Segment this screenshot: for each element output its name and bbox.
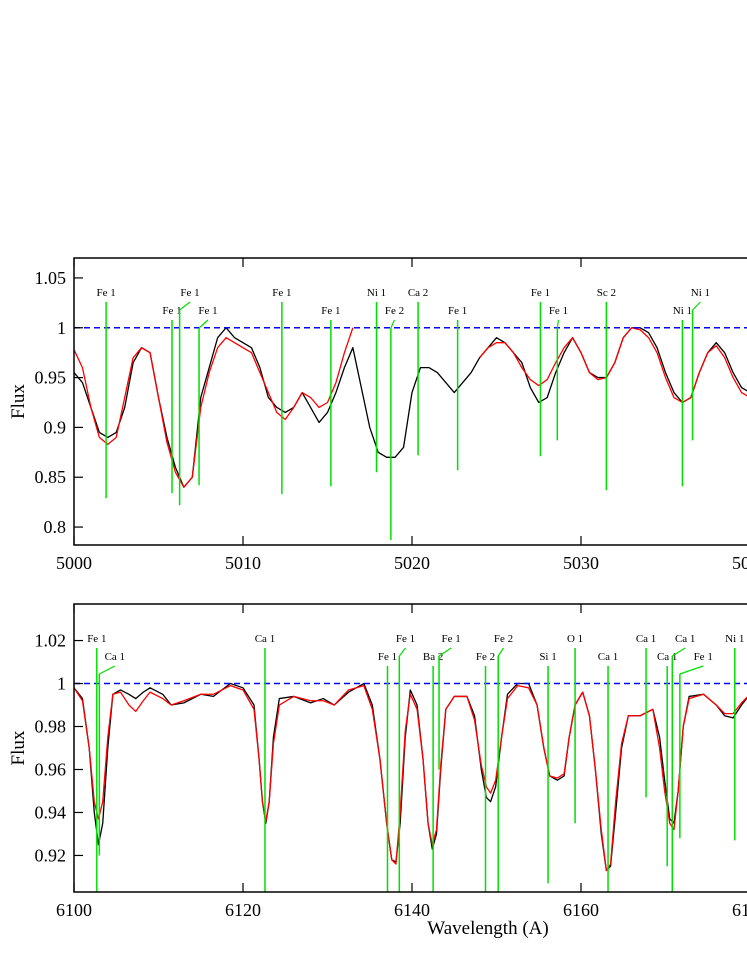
line-label: Fe 1	[448, 305, 467, 317]
line-connector	[692, 301, 701, 311]
line-connector	[679, 665, 704, 675]
x-tick-label: 5030	[563, 553, 599, 573]
line-label: Fe 1	[378, 651, 397, 663]
x-tick-label: 5040	[732, 553, 747, 573]
y-tick-label: 0.98	[35, 717, 67, 737]
line-label: Fe 1	[87, 633, 106, 645]
line-label: Fe 1	[96, 287, 115, 299]
plot-area	[74, 682, 747, 872]
y-tick-label: 0.94	[35, 802, 67, 822]
x-tick-label: 6100	[56, 900, 92, 920]
line-label: Fe 1	[321, 305, 340, 317]
spectrum-line	[74, 327, 747, 488]
line-label: Ca 1	[636, 633, 656, 645]
x-tick-label: 6120	[225, 900, 261, 920]
line-label: Fe 2	[385, 305, 404, 317]
line-label: Fe 1	[549, 305, 568, 317]
y-tick-label: 0.96	[35, 759, 67, 779]
y-tick-label: 0.92	[35, 845, 67, 865]
line-connector	[390, 319, 396, 329]
line-label: Fe 1	[162, 305, 181, 317]
x-axis-label: Wavelength (A)	[427, 918, 548, 939]
line-connector	[398, 647, 406, 657]
line-label: Ca 1	[255, 633, 275, 645]
line-connector	[99, 665, 116, 675]
y-tick-label: 0.8	[44, 517, 67, 537]
line-label: Fe 1	[396, 633, 415, 645]
y-tick-label: 0.95	[35, 368, 67, 388]
line-label: Fe 1	[180, 287, 199, 299]
line-label: Fe 1	[531, 287, 550, 299]
y-tick-label: 1.05	[35, 268, 67, 288]
x-tick-label: 6180	[732, 900, 747, 920]
x-tick-label: 6140	[394, 900, 430, 920]
y-axis-label: Flux	[8, 384, 29, 419]
line-label: O 1	[567, 633, 583, 645]
line-connector	[438, 647, 452, 657]
line-label: Ni 1	[367, 287, 386, 299]
line-label: Si 1	[539, 651, 556, 663]
y-tick-label: 1	[57, 674, 66, 694]
line-connector	[198, 319, 209, 329]
y-tick-label: 0.85	[35, 467, 67, 487]
x-tick-label: 6160	[563, 900, 599, 920]
line-label: Fe 1	[198, 305, 217, 317]
plot-area	[74, 327, 747, 488]
y-tick-label: 1	[57, 318, 66, 338]
line-label: Ni 1	[691, 287, 710, 299]
line-label: Ca 1	[657, 651, 677, 663]
line-label: Ca 1	[598, 651, 618, 663]
spectrum-line	[74, 327, 747, 488]
line-label: Ca 1	[675, 633, 695, 645]
line-label: Ni 1	[673, 305, 692, 317]
line-label: Fe 1	[694, 651, 713, 663]
line-label: Ba 2	[423, 651, 443, 663]
line-connector	[671, 647, 686, 657]
x-tick-label: 5020	[394, 553, 430, 573]
y-axis-label: Flux	[8, 730, 29, 765]
line-connector	[179, 301, 191, 311]
line-label: Ni 1	[725, 633, 744, 645]
line-label: Fe 1	[442, 633, 461, 645]
spectrum-line	[74, 685, 747, 872]
line-connector	[556, 319, 560, 329]
line-label: Fe 2	[494, 633, 513, 645]
line-connector	[497, 647, 505, 657]
y-tick-label: 0.9	[44, 417, 67, 437]
y-tick-label: 1.02	[35, 631, 67, 651]
x-tick-label: 5010	[225, 553, 261, 573]
line-label: Fe 1	[272, 287, 291, 299]
x-tick-label: 5000	[56, 553, 92, 573]
line-label: Ca 2	[408, 287, 428, 299]
line-label: Sc 2	[597, 287, 616, 299]
line-label: Fe 2	[476, 651, 495, 663]
line-label: Ca 1	[105, 651, 125, 663]
